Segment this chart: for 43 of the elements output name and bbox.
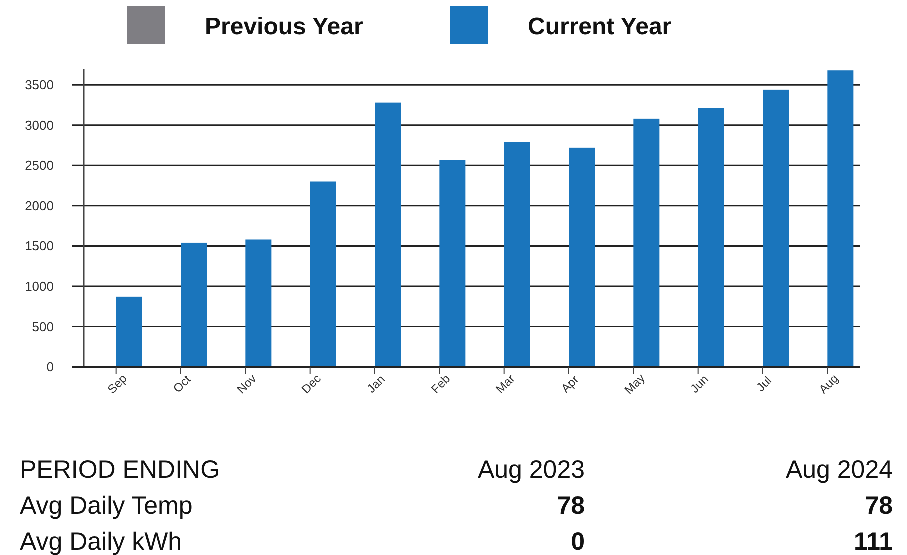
x-tick-label: Jul <box>754 374 775 395</box>
bar <box>698 108 724 367</box>
y-tick-label: 1000 <box>25 279 54 294</box>
bar <box>116 296 142 367</box>
bar <box>440 160 466 367</box>
x-tick-label: Jun <box>688 372 712 396</box>
bar <box>569 148 595 367</box>
text: 0 <box>571 528 585 555</box>
bar <box>828 70 854 367</box>
y-tick-label: 2000 <box>25 198 54 214</box>
bar <box>310 182 336 367</box>
x-tick-label: Nov <box>234 372 260 397</box>
y-tick-label: 3500 <box>25 78 54 93</box>
text: Aug 2023 <box>478 456 585 484</box>
legend-label: Previous Year <box>205 13 364 40</box>
text: 111 <box>854 528 894 555</box>
y-tick-label: 500 <box>32 319 54 334</box>
text: Avg Daily kWh <box>20 528 182 555</box>
y-tick-label: 3000 <box>25 118 54 133</box>
bar <box>246 240 272 367</box>
x-tick-label: Apr <box>558 372 582 396</box>
x-tick-label: Jan <box>364 372 388 396</box>
y-tick-label: 2500 <box>25 158 54 174</box>
text: Aug 2024 <box>786 456 894 484</box>
y-tick-label: 0 <box>46 360 54 375</box>
x-tick-label: Oct <box>170 372 194 396</box>
legend-label: Current Year <box>528 13 672 40</box>
x-tick-label: Dec <box>299 372 324 397</box>
bar <box>181 242 207 367</box>
x-tick-label: Sep <box>105 371 130 397</box>
text: 78 <box>557 492 586 520</box>
bar <box>634 118 660 367</box>
text: 78 <box>865 492 894 520</box>
x-tick-label: Mar <box>493 372 518 396</box>
text: PERIOD ENDING <box>20 456 220 484</box>
bar <box>763 90 789 367</box>
bar <box>375 102 401 367</box>
bar <box>504 142 530 367</box>
x-tick-label: Aug <box>816 372 842 397</box>
x-tick-label: May <box>622 371 648 398</box>
text: Avg Daily Temp <box>20 492 193 520</box>
x-tick-label: Feb <box>428 372 454 396</box>
y-tick-label: 1500 <box>25 238 54 254</box>
